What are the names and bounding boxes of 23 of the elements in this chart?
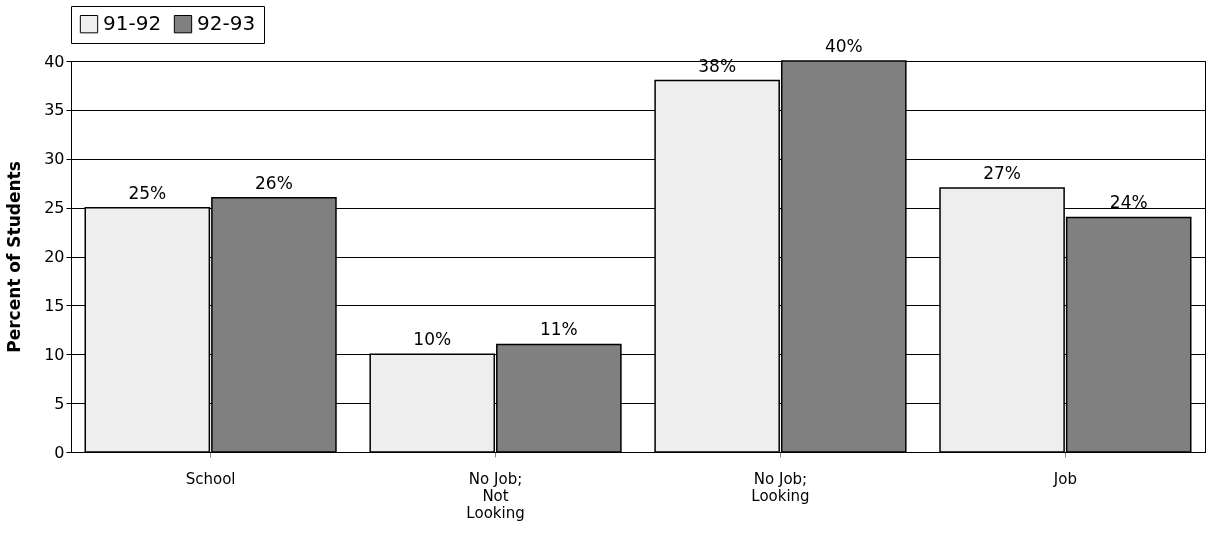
y-tick-label: 35 (44, 100, 65, 120)
legend-label: 91-92 (103, 11, 162, 36)
data-label: 24% (1109, 192, 1148, 213)
x-tick-label: School (185, 469, 236, 488)
data-label: 25% (128, 182, 167, 203)
y-tick-label: 40 (44, 51, 65, 71)
y-tick-label: 30 (44, 149, 65, 169)
data-label: 11% (539, 319, 578, 340)
y-tick-label: 15 (44, 295, 65, 315)
x-tick-label: No Job; Looking (751, 469, 810, 505)
y-tick-label: 5 (54, 393, 65, 413)
data-label: 40% (824, 36, 863, 56)
data-label: 27% (983, 163, 1021, 184)
x-tick-label: Job (1052, 469, 1077, 488)
y-tick-label: 10 (44, 344, 65, 364)
y-tick-label: 25 (44, 198, 65, 218)
data-label: 26% (255, 172, 293, 193)
x-tick-label: No Job; Not Looking (466, 469, 525, 522)
legend-label: 92-93 (197, 11, 256, 36)
y-tick-label: 0 (54, 442, 65, 462)
y-axis-title: Percent of Students (4, 161, 25, 353)
data-label: 10% (413, 329, 452, 350)
y-tick-label: 20 (44, 247, 65, 266)
